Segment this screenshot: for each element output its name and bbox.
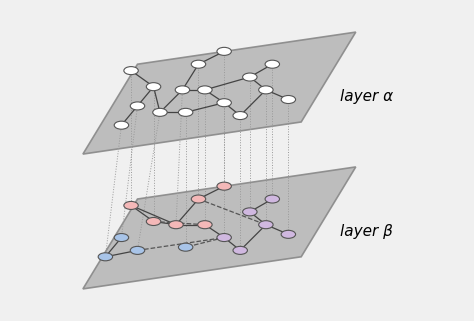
Ellipse shape (265, 195, 280, 203)
Polygon shape (83, 32, 356, 154)
Ellipse shape (175, 86, 190, 94)
Ellipse shape (233, 112, 247, 119)
Ellipse shape (130, 247, 145, 254)
Ellipse shape (243, 208, 257, 216)
Polygon shape (83, 167, 356, 289)
Ellipse shape (265, 60, 280, 68)
Ellipse shape (124, 202, 138, 210)
Ellipse shape (146, 218, 161, 225)
Ellipse shape (198, 221, 212, 229)
Ellipse shape (233, 247, 247, 254)
Ellipse shape (114, 121, 128, 129)
Ellipse shape (191, 60, 206, 68)
Text: layer α: layer α (340, 89, 393, 104)
Ellipse shape (281, 230, 296, 238)
Ellipse shape (281, 96, 296, 103)
Ellipse shape (153, 108, 167, 116)
Ellipse shape (217, 234, 231, 241)
Ellipse shape (217, 48, 231, 55)
Ellipse shape (130, 102, 145, 110)
Text: layer β: layer β (340, 224, 392, 239)
Ellipse shape (198, 86, 212, 94)
Ellipse shape (243, 73, 257, 81)
Ellipse shape (191, 195, 206, 203)
Ellipse shape (217, 182, 231, 190)
Ellipse shape (124, 67, 138, 75)
Ellipse shape (217, 99, 231, 107)
Ellipse shape (146, 83, 161, 91)
Ellipse shape (98, 253, 113, 261)
Ellipse shape (178, 108, 193, 116)
Ellipse shape (114, 234, 128, 241)
Ellipse shape (169, 221, 183, 229)
Ellipse shape (259, 86, 273, 94)
Ellipse shape (178, 243, 193, 251)
Ellipse shape (259, 221, 273, 229)
